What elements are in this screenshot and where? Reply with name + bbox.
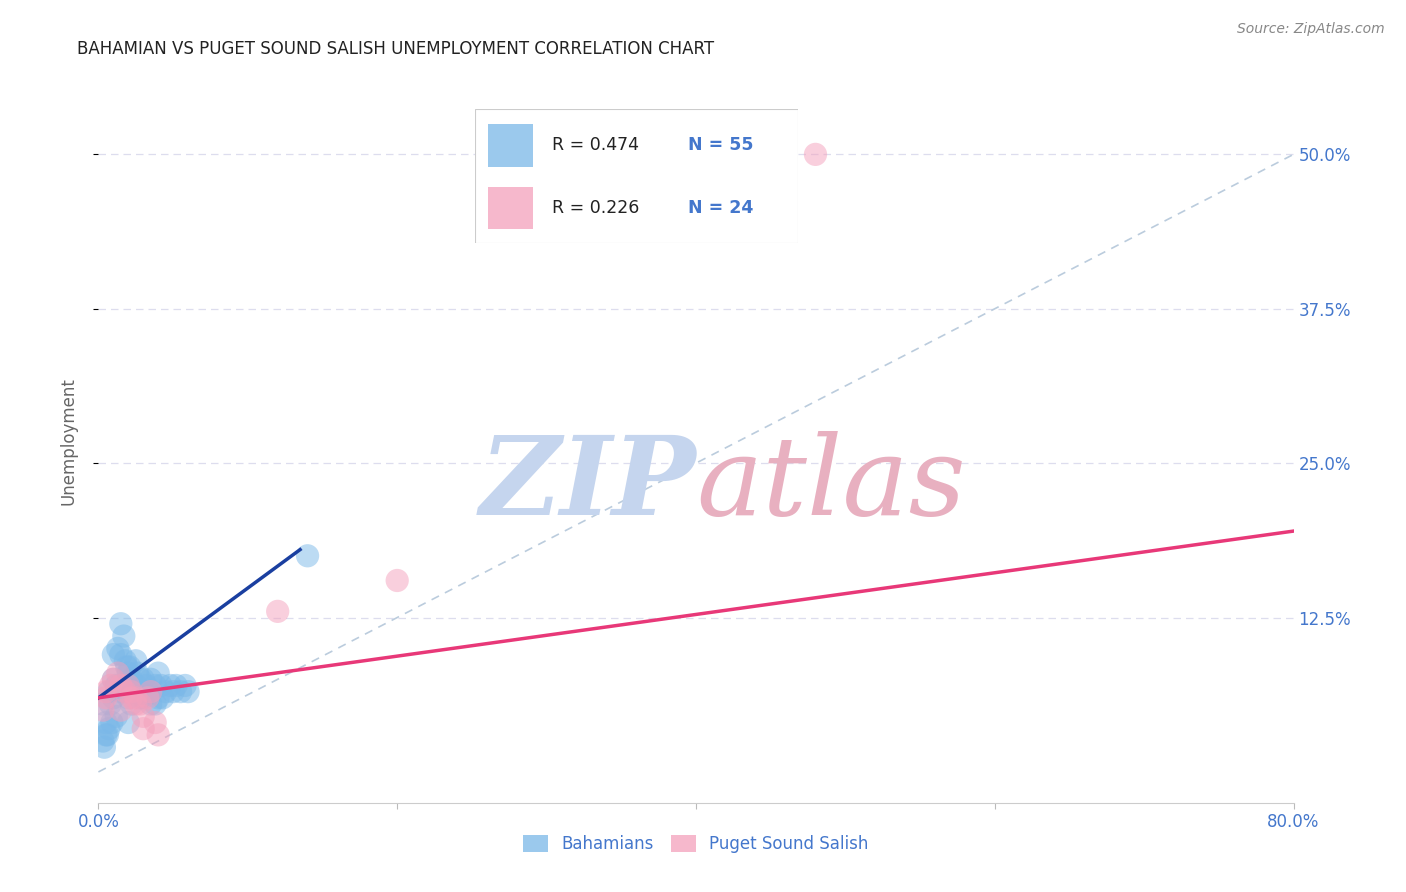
Point	[94, 684, 117, 698]
Point	[98, 697, 122, 711]
Point	[143, 715, 166, 730]
Point	[120, 684, 142, 698]
Point	[159, 678, 181, 692]
Point	[103, 673, 125, 687]
Point	[114, 654, 136, 668]
Point	[94, 715, 117, 730]
Point	[385, 574, 409, 588]
Point	[139, 684, 162, 698]
Point	[117, 715, 139, 730]
Text: atlas: atlas	[696, 431, 966, 539]
Point	[125, 678, 148, 692]
Point	[136, 690, 159, 705]
Point	[110, 678, 132, 692]
Point	[177, 684, 200, 698]
Point	[97, 684, 120, 698]
Point	[125, 654, 148, 668]
Point	[103, 673, 125, 687]
Point	[117, 666, 139, 681]
Point	[105, 678, 128, 692]
Point	[143, 697, 166, 711]
Text: BAHAMIAN VS PUGET SOUND SALISH UNEMPLOYMENT CORRELATION CHART: BAHAMIAN VS PUGET SOUND SALISH UNEMPLOYM…	[77, 40, 714, 58]
Point	[91, 703, 114, 717]
Point	[143, 678, 166, 692]
Point	[129, 697, 152, 711]
Point	[162, 684, 184, 698]
Point	[804, 147, 827, 161]
Y-axis label: Unemployment: Unemployment	[59, 377, 77, 506]
Point	[114, 684, 136, 698]
Point	[148, 690, 170, 705]
Point	[155, 684, 177, 698]
Point	[152, 690, 174, 705]
Point	[267, 604, 290, 618]
Point	[139, 697, 162, 711]
Point	[120, 697, 142, 711]
Point	[127, 666, 149, 681]
Point	[129, 673, 152, 687]
Point	[125, 690, 148, 705]
Point	[117, 678, 139, 692]
Point	[125, 697, 148, 711]
Point	[118, 660, 141, 674]
Point	[121, 678, 143, 692]
Point	[97, 722, 120, 736]
Point	[120, 673, 142, 687]
Point	[132, 709, 155, 723]
Point	[110, 684, 132, 698]
Point	[91, 734, 114, 748]
Point	[132, 673, 155, 687]
Point	[139, 673, 162, 687]
Point	[135, 678, 157, 692]
Point	[148, 666, 170, 681]
Point	[150, 678, 173, 692]
Point	[103, 690, 125, 705]
Point	[297, 549, 319, 563]
Point	[98, 678, 122, 692]
Point	[93, 740, 115, 755]
Point	[110, 648, 132, 662]
Point	[114, 684, 136, 698]
Point	[117, 690, 139, 705]
Point	[120, 690, 142, 705]
Point	[129, 690, 152, 705]
Point	[132, 690, 155, 705]
Point	[105, 709, 128, 723]
Point	[94, 690, 117, 705]
Point	[96, 728, 118, 742]
Point	[115, 660, 138, 674]
Text: Source: ZipAtlas.com: Source: ZipAtlas.com	[1237, 22, 1385, 37]
Legend: Bahamians, Puget Sound Salish: Bahamians, Puget Sound Salish	[517, 828, 875, 860]
Point	[165, 678, 187, 692]
Point	[132, 722, 155, 736]
Point	[110, 703, 132, 717]
Point	[101, 715, 124, 730]
Point	[148, 728, 170, 742]
Point	[107, 641, 129, 656]
Point	[174, 678, 197, 692]
Point	[91, 697, 114, 711]
Point	[110, 616, 132, 631]
Text: ZIP: ZIP	[479, 431, 696, 539]
Point	[169, 684, 191, 698]
Point	[107, 666, 129, 681]
Point	[112, 629, 135, 643]
Point	[103, 648, 125, 662]
Point	[136, 684, 159, 698]
Point	[94, 728, 117, 742]
